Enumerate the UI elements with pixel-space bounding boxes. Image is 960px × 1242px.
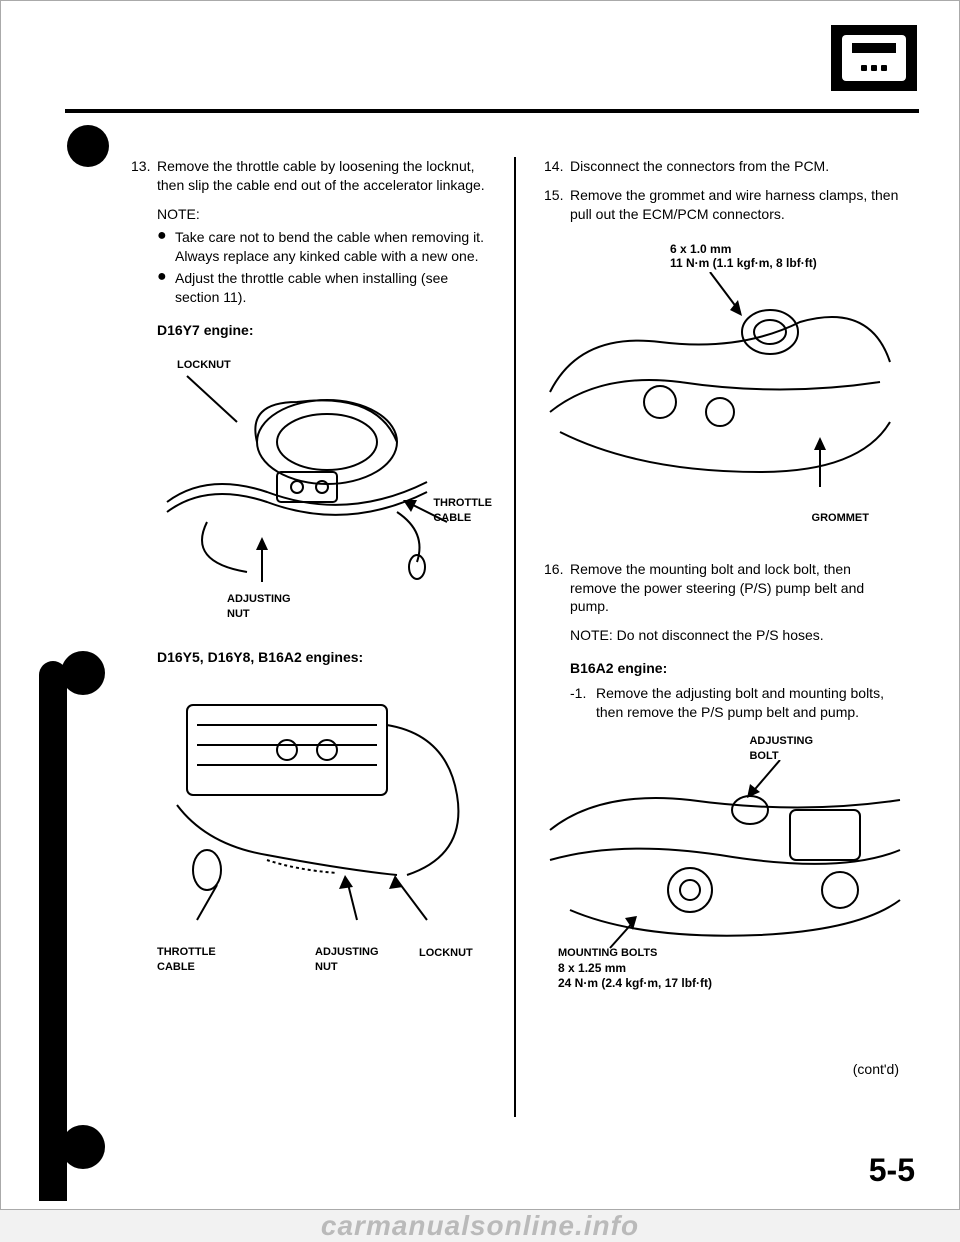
ps-pump-diagram <box>540 760 910 950</box>
engine-label: D16Y7 engine: <box>157 321 486 340</box>
torque-size: 6 x 1.0 mm <box>670 242 817 256</box>
note-text: Adjust the throttle cable when installin… <box>175 269 486 307</box>
step-15: 15. Remove the grommet and wire harness … <box>544 186 899 224</box>
callout-locknut: LOCKNUT <box>419 946 473 961</box>
brand-logo <box>831 25 917 91</box>
throttle-body-diagram-2 <box>147 695 477 925</box>
torque-size: 8 x 1.25 mm <box>558 961 712 975</box>
callout-locknut: LOCKNUT <box>177 358 231 373</box>
torque-value: 24 N·m (2.4 kgf·m, 17 lbf·ft) <box>558 976 712 990</box>
engine-label: D16Y5, D16Y8, B16A2 engines: <box>157 648 486 667</box>
bullet-icon: ● <box>157 228 175 266</box>
figure-ps-pump: ADJUSTING BOLT <box>550 734 899 984</box>
step-text: Remove the mounting bolt and lock bolt, … <box>570 560 899 617</box>
column-divider <box>514 157 516 1117</box>
binding-curve <box>47 691 55 1151</box>
callout-throttle-cable: THROTTLE CABLE <box>433 496 492 526</box>
step-number: 16. <box>544 560 570 617</box>
step-note: NOTE: Do not disconnect the P/S hoses. <box>570 626 899 645</box>
note-text: Take care not to bend the cable when rem… <box>175 228 486 266</box>
step-text: Remove the grommet and wire harness clam… <box>570 186 899 224</box>
callout-adjusting-nut: ADJUSTING NUT <box>227 592 291 622</box>
callout-throttle-cable: THROTTLE CABLE <box>157 945 216 975</box>
right-column: 14. Disconnect the connectors from the P… <box>544 157 899 1139</box>
content-columns: 13. Remove the throttle cable by looseni… <box>131 157 899 1139</box>
torque-spec: 6 x 1.0 mm 11 N·m (1.1 kgf·m, 8 lbf·ft) <box>670 242 817 271</box>
step-number: 14. <box>544 157 570 176</box>
figure-multi-engine: THROTTLE CABLE ADJUSTING NUT LOCKNUT <box>157 695 486 975</box>
note-label: NOTE: <box>157 205 486 224</box>
note-item: ● Adjust the throttle cable when install… <box>157 269 486 307</box>
torque-spec: 8 x 1.25 mm 24 N·m (2.4 kgf·m, 17 lbf·ft… <box>558 961 712 990</box>
figure-d16y7: LOCKNUT <box>157 358 486 618</box>
substep-1: -1. Remove the adjusting bolt and mounti… <box>570 684 899 722</box>
binding-dot-icon <box>61 651 105 695</box>
grommet-diagram <box>540 272 900 512</box>
page-number: 5-5 <box>869 1152 915 1189</box>
substep-text: Remove the adjusting bolt and mounting b… <box>596 684 899 722</box>
manual-page: 13. Remove the throttle cable by looseni… <box>0 0 960 1210</box>
step-number: 13. <box>131 157 157 195</box>
callout-grommet: GROMMET <box>812 511 869 526</box>
section-bullet-icon <box>67 125 109 167</box>
torque-value: 11 N·m (1.1 kgf·m, 8 lbf·ft) <box>670 256 817 270</box>
callout-adjusting-nut: ADJUSTING NUT <box>315 945 379 975</box>
note-item: ● Take care not to bend the cable when r… <box>157 228 486 266</box>
figure-grommet: 6 x 1.0 mm 11 N·m (1.1 kgf·m, 8 lbf·ft) <box>550 242 899 532</box>
throttle-body-diagram <box>147 372 467 602</box>
note-list: ● Take care not to bend the cable when r… <box>157 228 486 308</box>
step-text: Disconnect the connectors from the PCM. <box>570 157 899 176</box>
left-column: 13. Remove the throttle cable by looseni… <box>131 157 486 1139</box>
step-text: Remove the throttle cable by loosening t… <box>157 157 486 195</box>
step-14: 14. Disconnect the connectors from the P… <box>544 157 899 176</box>
engine-label: B16A2 engine: <box>570 659 899 678</box>
step-13: 13. Remove the throttle cable by looseni… <box>131 157 486 195</box>
header-rule <box>65 109 919 113</box>
substep-number: -1. <box>570 684 596 722</box>
callout-mounting-bolts: MOUNTING BOLTS <box>558 946 712 961</box>
step-number: 15. <box>544 186 570 224</box>
continued-label: (cont'd) <box>853 1060 899 1079</box>
mounting-bolts-spec: MOUNTING BOLTS 8 x 1.25 mm 24 N·m (2.4 k… <box>558 946 712 990</box>
bullet-icon: ● <box>157 269 175 307</box>
step-16: 16. Remove the mounting bolt and lock bo… <box>544 560 899 617</box>
binding-dot-icon <box>61 1125 105 1169</box>
watermark-text: carmanualsonline.info <box>0 1210 960 1242</box>
